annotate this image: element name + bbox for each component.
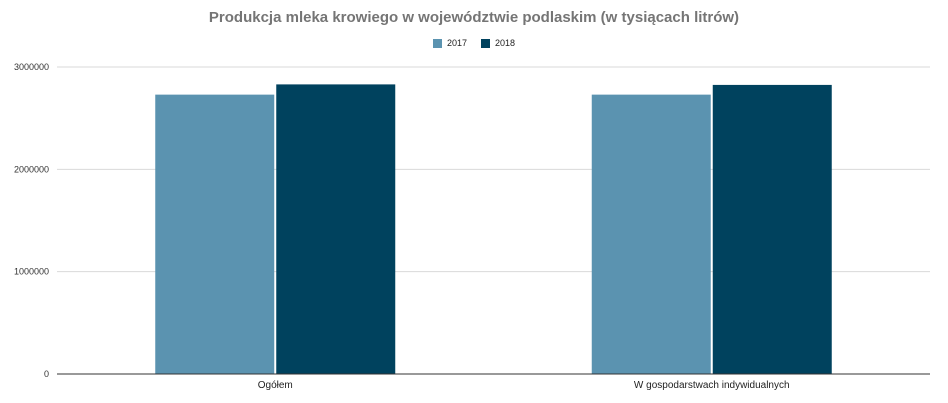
legend-swatch-2017 xyxy=(432,38,442,48)
legend-label-2017: 2017 xyxy=(446,38,467,48)
legend: 2017 2018 xyxy=(0,38,948,48)
x-category-label: W gospodarstwach indywidualnych xyxy=(634,380,790,391)
legend-label-2018: 2018 xyxy=(495,38,516,48)
y-tick-label: 0 xyxy=(44,369,49,379)
y-tick-label: 3000000 xyxy=(14,62,49,72)
bar-2017-1 xyxy=(591,94,711,374)
bar-2018-1 xyxy=(712,84,832,375)
bar-2017-0 xyxy=(155,94,275,374)
legend-swatch-2018 xyxy=(481,38,490,48)
x-category-label: Ogółem xyxy=(258,380,293,391)
bar-2018-0 xyxy=(276,84,396,374)
legend-entry-2018: 2018 xyxy=(481,38,515,48)
y-tick-label: 2000000 xyxy=(14,164,49,174)
legend-entry-2017: 2017 xyxy=(432,38,467,48)
y-tick-label: 1000000 xyxy=(14,267,49,277)
chart-title: Produkcja mleka krowiego w województwie … xyxy=(208,9,740,26)
